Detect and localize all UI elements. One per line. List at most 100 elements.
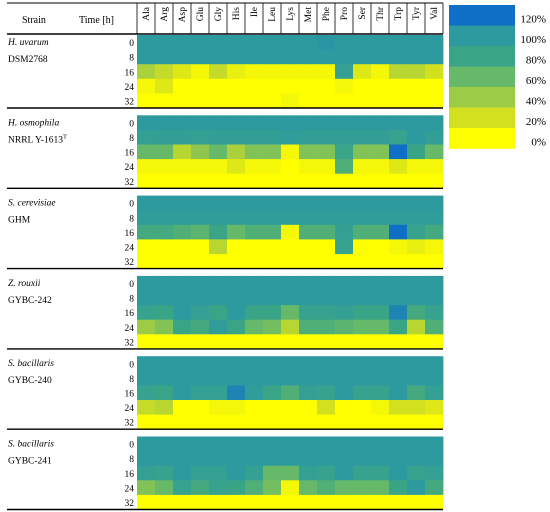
- heatmap-cell: [299, 305, 318, 321]
- heatmap-cell: [137, 64, 156, 80]
- heatmap-cell: [227, 210, 246, 226]
- heatmap-cell: [371, 173, 390, 189]
- time-label: 24: [125, 244, 135, 254]
- heatmap-cell: [245, 159, 264, 175]
- heatmap-cell: [209, 239, 228, 255]
- heatmap-cell: [227, 49, 246, 65]
- heatmap-cell: [137, 173, 156, 189]
- heatmap-cell: [155, 305, 174, 321]
- strain-id-label: GYBC-242: [8, 296, 52, 306]
- heatmap-cell: [407, 480, 426, 496]
- heatmap-cell: [227, 195, 246, 211]
- heatmap-cell: [299, 275, 318, 291]
- heatmap-cell: [245, 49, 264, 65]
- heatmap-cell: [371, 144, 390, 160]
- heatmap-cell: [209, 195, 228, 211]
- heatmap-cell: [245, 400, 264, 415]
- heatmap-cell: [227, 129, 246, 145]
- heatmap-cell: [335, 129, 354, 145]
- heatmap-cell: [227, 480, 246, 496]
- heatmap-cell: [209, 224, 228, 240]
- heatmap-cell: [335, 370, 354, 386]
- time-label: 0: [129, 360, 134, 370]
- heatmap-cell: [371, 239, 390, 255]
- heatmap-cell: [335, 480, 354, 496]
- strain-id-label: NRRL Y-1613T: [8, 133, 67, 145]
- heatmap-cell: [227, 290, 246, 306]
- heatmap-cell: [209, 385, 228, 401]
- heatmap-cell: [371, 356, 390, 372]
- heatmap-cell: [425, 290, 444, 306]
- heatmap-cell: [263, 370, 282, 386]
- heatmap-cell: [173, 436, 192, 452]
- heatmap-cell: [245, 224, 264, 240]
- heatmap-cell: [209, 173, 228, 189]
- heatmap-cell: [173, 290, 192, 306]
- heatmap-cell: [263, 290, 282, 306]
- heatmap-cell: [173, 49, 192, 65]
- heatmap-cell: [173, 465, 192, 481]
- heatmap-cell: [155, 78, 174, 94]
- heatmap-cell: [155, 319, 174, 335]
- heatmap-cell: [245, 414, 264, 430]
- heatmap-cell: [137, 275, 156, 291]
- strain-species-label: S. cerevisiae: [8, 199, 56, 209]
- heatmap-cell: [281, 451, 300, 467]
- heatmap-cell: [335, 451, 354, 467]
- heatmap-cell: [425, 224, 444, 240]
- heatmap-cell: [191, 49, 210, 65]
- heatmap-cell: [371, 494, 390, 510]
- heatmap-cell: [263, 195, 282, 211]
- heatmap-cell: [389, 385, 408, 401]
- heatmap-cell: [389, 78, 408, 94]
- heatmap-cell: [317, 239, 336, 255]
- heatmap-cell: [425, 370, 444, 386]
- heatmap-cell: [263, 451, 282, 467]
- heatmap-cell: [317, 254, 336, 269]
- heatmap-cell: [245, 129, 264, 145]
- heatmap-cell: [209, 64, 228, 80]
- heatmap-cell: [389, 239, 408, 255]
- heatmap-cell: [335, 239, 354, 255]
- heatmap-cell: [425, 465, 444, 481]
- heatmap-cell: [299, 290, 318, 306]
- heatmap-cell: [245, 480, 264, 496]
- heatmap-cell: [281, 334, 300, 350]
- heatmap-cell: [263, 173, 282, 189]
- heatmap-cell: [371, 254, 390, 269]
- heatmap-cell: [173, 224, 192, 240]
- heatmap-cell: [281, 414, 300, 430]
- heatmap-cell: [227, 159, 246, 175]
- heatmap-cell: [227, 451, 246, 467]
- heatmap-cell: [173, 356, 192, 372]
- heatmap-cell: [245, 275, 264, 291]
- heatmap-cell: [191, 115, 210, 131]
- heatmap-cell: [335, 144, 354, 160]
- heatmap-cell: [137, 239, 156, 255]
- heatmap-cell: [227, 254, 246, 269]
- heatmap-cell: [209, 465, 228, 481]
- heatmap-cell: [425, 64, 444, 80]
- heatmap-cell: [371, 305, 390, 321]
- heatmap-cell: [209, 275, 228, 291]
- heatmap-cell: [335, 195, 354, 211]
- heatmap-cell: [371, 224, 390, 240]
- heatmap-cell: [317, 129, 336, 145]
- column-header-gly: Gly: [214, 7, 224, 22]
- heatmap-cell: [371, 400, 390, 415]
- colorbar-tick-label: 120%: [520, 14, 546, 26]
- heatmap-cell: [263, 144, 282, 160]
- heatmap-cell: [191, 93, 210, 109]
- heatmap-cell: [155, 35, 174, 50]
- heatmap-cell: [299, 35, 318, 50]
- heatmap-cell: [299, 494, 318, 510]
- column-header-ile: Ile: [250, 7, 260, 17]
- heatmap-cell: [155, 370, 174, 386]
- heatmap-cell: [227, 305, 246, 321]
- heatmap-cell: [281, 400, 300, 415]
- heatmap-cell: [425, 480, 444, 496]
- heatmap-cell: [371, 436, 390, 452]
- time-label: 24: [125, 83, 135, 93]
- time-label: 8: [129, 214, 134, 224]
- heatmap-cell: [425, 385, 444, 401]
